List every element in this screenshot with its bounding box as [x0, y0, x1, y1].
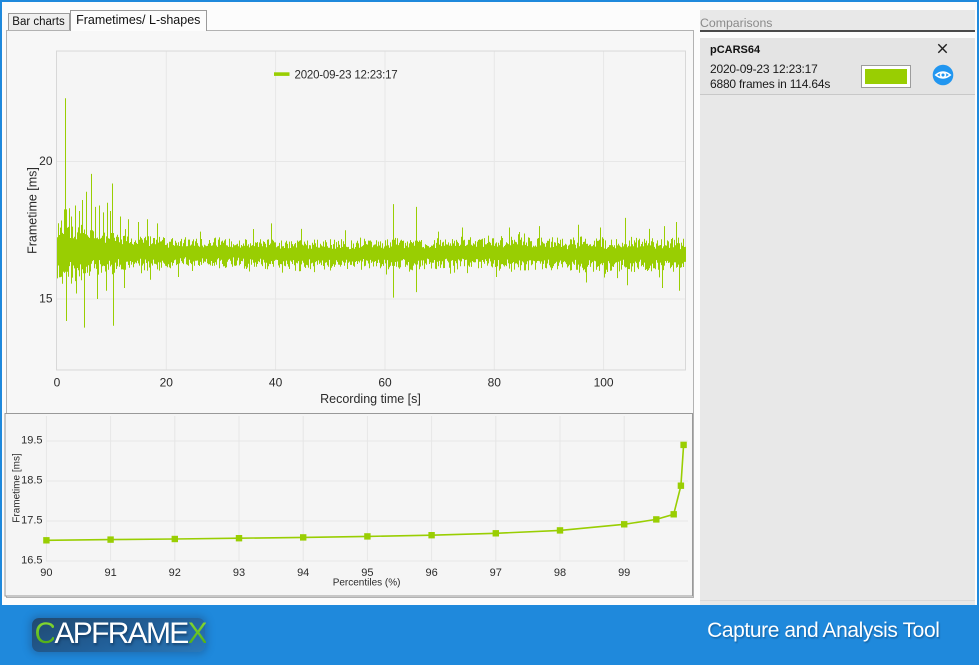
svg-text:80: 80	[488, 376, 502, 390]
svg-text:Frametime [ms]: Frametime [ms]	[26, 167, 40, 254]
svg-text:16.5: 16.5	[21, 555, 42, 567]
svg-text:95: 95	[361, 567, 373, 579]
svg-text:20: 20	[39, 154, 53, 168]
svg-text:93: 93	[233, 567, 245, 579]
svg-text:17.5: 17.5	[21, 515, 42, 527]
svg-text:Percentiles (%): Percentiles (%)	[333, 578, 401, 589]
svg-text:90: 90	[40, 567, 52, 579]
svg-text:20: 20	[160, 376, 174, 390]
svg-text:100: 100	[594, 376, 614, 390]
svg-text:94: 94	[297, 567, 309, 579]
svg-text:91: 91	[104, 567, 116, 579]
svg-text:40: 40	[269, 376, 283, 390]
svg-text:60: 60	[378, 376, 392, 390]
svg-text:97: 97	[490, 567, 502, 579]
svg-text:Recording time [s]: Recording time [s]	[320, 392, 421, 406]
svg-text:19.5: 19.5	[21, 435, 42, 447]
svg-text:15: 15	[39, 292, 53, 306]
svg-text:98: 98	[554, 567, 566, 579]
svg-text:99: 99	[618, 567, 630, 579]
svg-text:18.5: 18.5	[21, 475, 42, 487]
svg-text:2020-09-23 12:23:17: 2020-09-23 12:23:17	[295, 70, 398, 82]
svg-text:Frametime [ms]: Frametime [ms]	[12, 453, 23, 523]
svg-text:0: 0	[54, 376, 61, 390]
svg-text:96: 96	[425, 567, 437, 579]
svg-text:92: 92	[169, 567, 181, 579]
